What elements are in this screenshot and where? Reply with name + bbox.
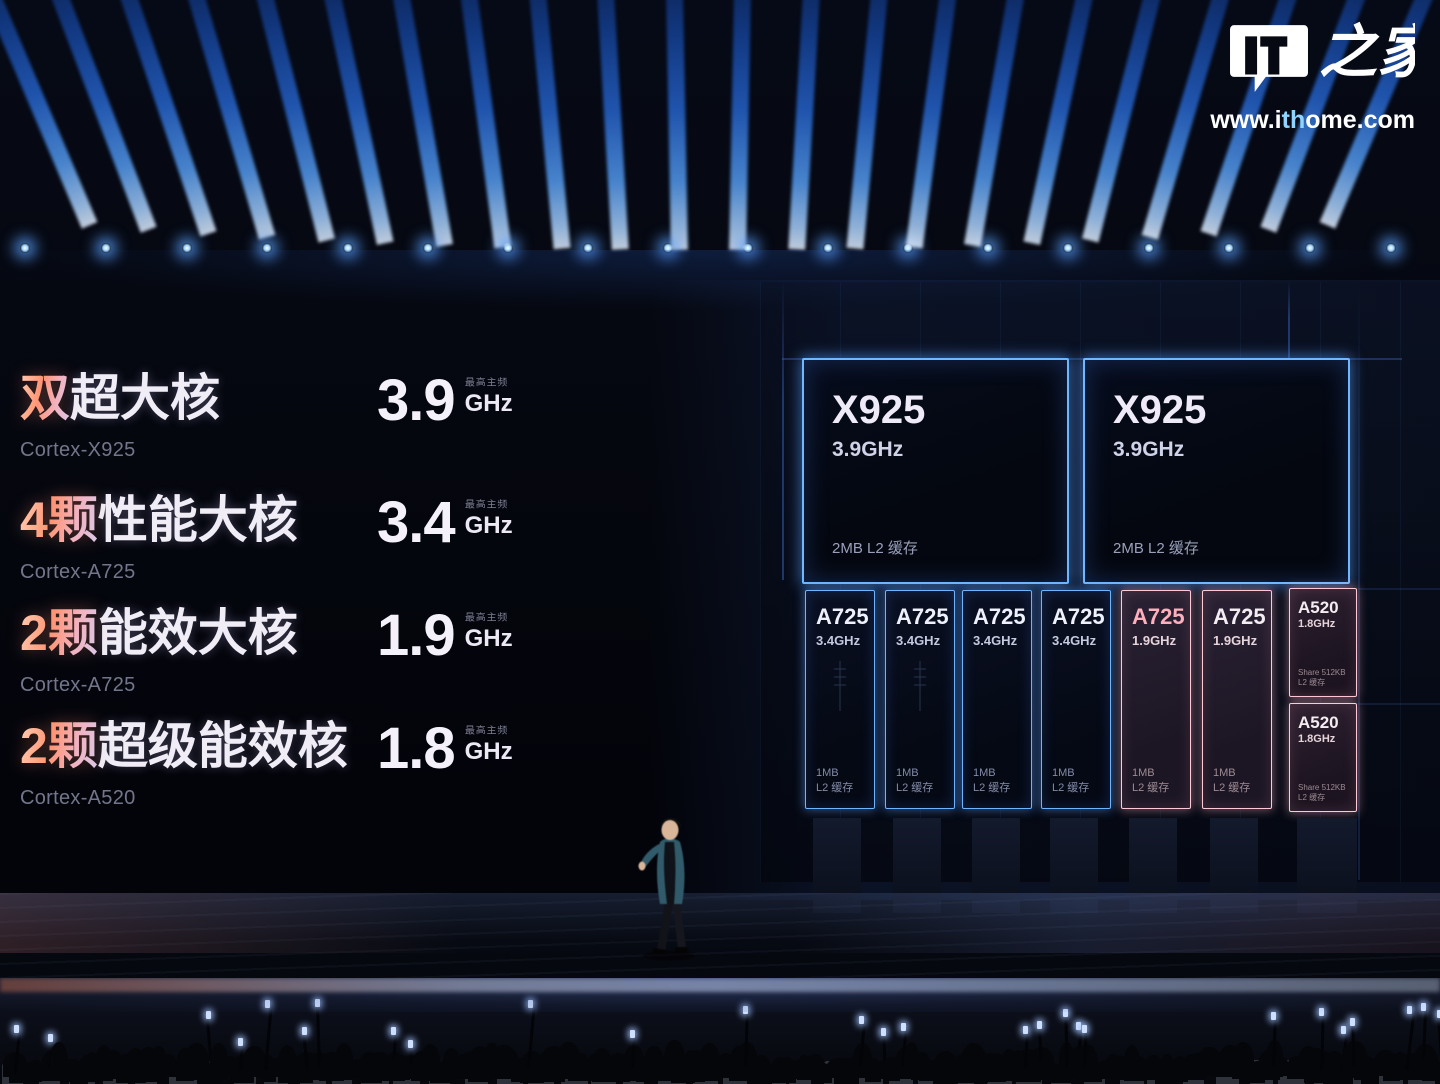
svg-text:之家: 之家 <box>1319 20 1415 85</box>
